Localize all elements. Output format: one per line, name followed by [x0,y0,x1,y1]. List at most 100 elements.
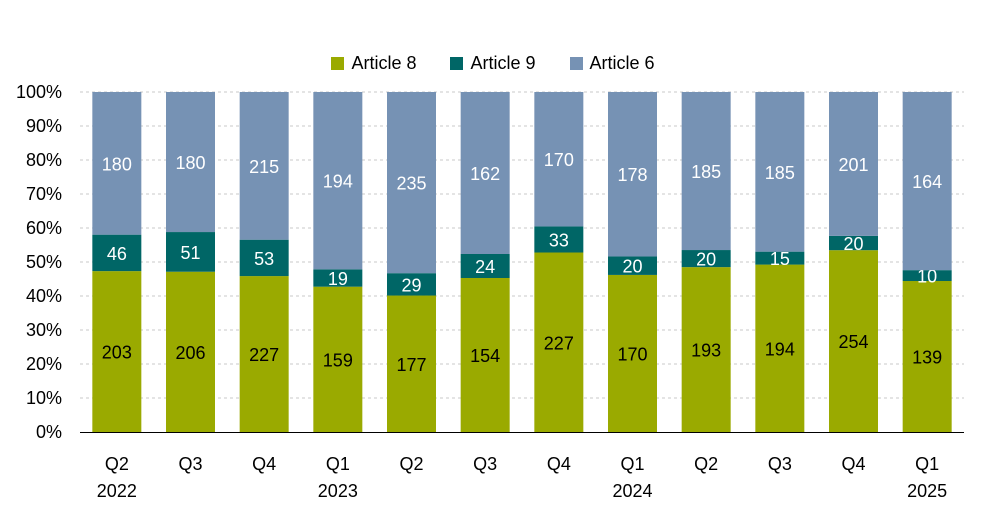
data-label-article-9: 53 [254,249,274,269]
data-label-article-6: 185 [765,163,795,183]
bar-segment-article-9 [902,270,952,282]
data-label-article-6: 194 [323,172,353,192]
bar-segment-article-6 [608,92,657,257]
bar-segment-article-8 [608,274,657,432]
bar-segment-article-8 [239,276,289,432]
x-tick-year-label: 2024 [612,481,652,501]
bar-segment-article-9 [92,234,142,272]
bar-segment-article-9 [239,239,289,277]
y-tick-label: 70% [26,184,62,204]
bar-segment-article-9 [681,250,731,268]
data-label-article-8: 206 [175,343,205,363]
bar-segment-article-9 [387,273,436,296]
x-tick-label: Q4 [547,454,571,474]
bar-segment-article-8 [902,281,952,432]
data-label-article-8: 139 [912,348,942,368]
bar-segment-article-9 [829,235,878,251]
data-label-article-8: 194 [765,339,795,359]
legend: Article 8 Article 9 Article 6 [0,52,986,74]
y-tick-label: 50% [26,252,62,272]
x-tick-label: Q4 [841,454,865,474]
legend-item-article-6: Article 6 [569,52,655,74]
x-tick-label: Q1 [326,454,350,474]
x-tick-label: Q1 [620,454,644,474]
data-label-article-8: 254 [838,332,868,352]
bar-segment-article-9 [166,232,215,272]
data-label-article-9: 51 [180,243,200,263]
data-label-article-6: 164 [912,172,942,192]
data-label-article-9: 20 [843,234,863,254]
bar-segment-article-6 [313,92,363,270]
data-label-article-6: 170 [544,150,574,170]
y-tick-label: 60% [26,218,62,238]
legend-label-article-9: Article 9 [470,52,536,73]
x-tick-year-label: 2023 [318,481,358,501]
data-label-article-6: 215 [249,157,279,177]
x-tick-label: Q3 [473,454,497,474]
data-label-article-8: 193 [691,341,721,361]
x-tick-year-label: 2022 [97,481,137,501]
y-tick-label: 90% [26,116,62,136]
bar-segment-article-9 [460,254,510,278]
bar-segment-article-8 [829,250,878,432]
bar-segment-article-9 [534,226,584,253]
legend-item-article-9: Article 9 [450,52,536,74]
data-label-article-8: 170 [617,344,647,364]
y-tick-label: 100% [16,82,62,102]
x-tick-label: Q2 [694,454,718,474]
data-label-article-6: 162 [470,164,500,184]
data-label-article-9: 20 [622,257,642,277]
bar-segment-article-8 [681,267,731,432]
bars: 203 46 180 206 51 180 227 53 215 159 19 194 177 29 235… [92,92,952,432]
data-label-article-9: 46 [107,244,127,264]
bar-segment-article-9 [755,251,805,265]
legend-swatch-article-8 [331,56,345,70]
legend-label-article-8: Article 8 [351,52,417,73]
data-label-article-9: 29 [401,275,421,295]
bar-segment-article-8 [166,271,215,432]
x-tick-label: Q3 [178,454,202,474]
bar-segment-article-6 [829,92,878,236]
x-tick-label: Q4 [252,454,276,474]
bar-segment-article-8 [755,264,805,432]
bar-segment-article-6 [239,92,289,240]
data-label-article-9: 19 [328,269,348,289]
data-label-article-9: 20 [696,250,716,270]
bar-segment-article-6 [92,92,142,235]
y-tick-label: 80% [26,150,62,170]
x-axis: Q2 2022 Q3 Q4 Q1 2023 Q2 Q3 Q4 Q1 2024 Q2 Q3 Q4 Q1 2025 [80,432,964,501]
bar-segment-article-6 [755,92,805,252]
data-label-article-9: 15 [770,249,790,269]
bar-segment-article-9 [313,269,363,287]
data-label-article-6: 201 [838,155,868,175]
bar-segment-article-6 [166,92,215,233]
data-label-article-6: 185 [691,162,721,182]
data-label-article-8: 154 [470,346,500,366]
legend-label-article-6: Article 6 [589,52,655,73]
y-tick-label: 30% [26,320,62,340]
y-tick-label: 10% [26,388,62,408]
bar-segment-article-6 [460,92,510,254]
data-label-article-6: 178 [617,165,647,185]
data-label-article-8: 227 [249,345,279,365]
y-tick-label: 20% [26,354,62,374]
bar-segment-article-8 [92,271,142,432]
bar-segment-article-8 [460,278,510,432]
x-tick-label: Q1 [915,454,939,474]
data-label-article-9: 24 [475,257,495,277]
data-label-article-9: 33 [549,230,569,250]
data-label-article-8: 177 [396,355,426,375]
x-tick-year-label: 2025 [907,481,947,501]
x-tick-label: Q2 [399,454,423,474]
bar-segment-article-6 [534,92,584,227]
bar-segment-article-9 [608,256,657,275]
bar-segment-article-8 [313,286,363,432]
y-tick-label: 0% [36,422,62,442]
bar-segment-article-6 [681,92,731,251]
bar-segment-article-8 [387,295,436,432]
data-label-article-6: 180 [102,154,132,174]
bar-segment-article-6 [902,92,952,271]
data-label-article-8: 203 [102,343,132,363]
bar-segment-article-8 [534,252,584,432]
